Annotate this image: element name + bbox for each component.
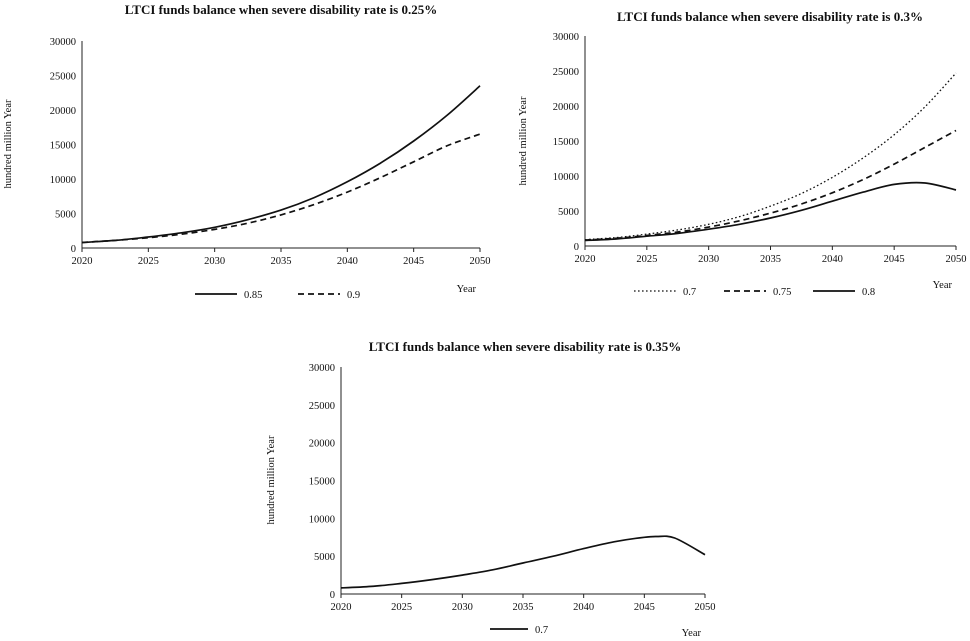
x-tick-label: 2020: [72, 256, 93, 267]
y-tick-label: 0: [71, 244, 76, 255]
x-axis-label: Year: [682, 628, 702, 639]
chart-title: LTCI funds balance when severe disabilit…: [369, 339, 681, 354]
y-tick-label: 20000: [553, 102, 579, 113]
x-tick-label: 2040: [337, 256, 358, 267]
x-tick-label: 2045: [884, 254, 905, 265]
series-line-0.75: [584, 129, 957, 241]
y-tick-label: 30000: [50, 37, 76, 48]
chart-panel-035: LTCI funds balance when severe disabilit…: [266, 339, 716, 639]
x-tick-label: 2025: [636, 254, 657, 265]
x-tick-label: 2030: [698, 254, 719, 265]
y-axis-label: hundred million Year: [518, 96, 529, 185]
x-tick-label: 2035: [271, 256, 292, 267]
y-tick-label: 20000: [50, 106, 76, 117]
y-tick-label: 10000: [553, 172, 579, 183]
x-tick-label: 2045: [634, 602, 655, 613]
x-tick-label: 2020: [575, 254, 596, 265]
legend-label: 0.7: [535, 625, 548, 636]
y-axis-label: hundred million Year: [266, 435, 277, 524]
y-tick-label: 15000: [50, 141, 76, 152]
y-tick-label: 25000: [553, 67, 579, 78]
y-tick-label: 15000: [553, 137, 579, 148]
y-tick-label: 20000: [309, 439, 335, 450]
x-tick-label: 2030: [452, 602, 473, 613]
chart-panel-025: LTCI funds balance when severe disabilit…: [3, 2, 491, 301]
x-tick-label: 2045: [403, 256, 424, 267]
series-line-0.7: [340, 535, 706, 589]
x-tick-label: 2050: [946, 254, 967, 265]
series-line-0.9: [81, 133, 481, 244]
y-tick-label: 10000: [50, 175, 76, 186]
chart-panel-03: LTCI funds balance when severe disabilit…: [518, 9, 967, 298]
x-tick-label: 2020: [331, 602, 352, 613]
series-line-0.7: [584, 72, 957, 241]
x-tick-label: 2025: [138, 256, 159, 267]
y-tick-label: 5000: [314, 552, 335, 563]
y-axis-label: hundred million Year: [3, 99, 14, 188]
x-tick-label: 2030: [204, 256, 225, 267]
y-tick-label: 10000: [309, 514, 335, 525]
x-tick-label: 2035: [513, 602, 534, 613]
x-tick-label: 2040: [573, 602, 594, 613]
x-tick-label: 2040: [822, 254, 843, 265]
y-tick-label: 0: [574, 242, 579, 253]
y-tick-label: 25000: [50, 72, 76, 83]
chart-title: LTCI funds balance when severe disabilit…: [617, 9, 923, 24]
chart-title: LTCI funds balance when severe disabilit…: [125, 2, 437, 17]
x-tick-label: 2050: [695, 602, 716, 613]
y-tick-label: 5000: [558, 207, 579, 218]
legend-label: 0.8: [862, 287, 875, 298]
x-tick-label: 2050: [470, 256, 491, 267]
y-tick-label: 5000: [55, 210, 76, 221]
y-tick-label: 30000: [309, 363, 335, 374]
legend-label: 0.7: [683, 287, 696, 298]
x-axis-label: Year: [457, 284, 477, 295]
x-axis-label: Year: [933, 280, 953, 291]
y-tick-label: 0: [330, 590, 335, 601]
x-tick-label: 2025: [391, 602, 412, 613]
legend-label: 0.85: [244, 290, 262, 301]
legend-label: 0.75: [773, 287, 791, 298]
series-line-0.85: [81, 85, 481, 244]
series-line-0.8: [584, 181, 957, 242]
y-tick-label: 25000: [309, 401, 335, 412]
y-tick-label: 15000: [309, 477, 335, 488]
y-tick-label: 30000: [553, 32, 579, 43]
legend-label: 0.9: [347, 290, 360, 301]
x-tick-label: 2035: [760, 254, 781, 265]
